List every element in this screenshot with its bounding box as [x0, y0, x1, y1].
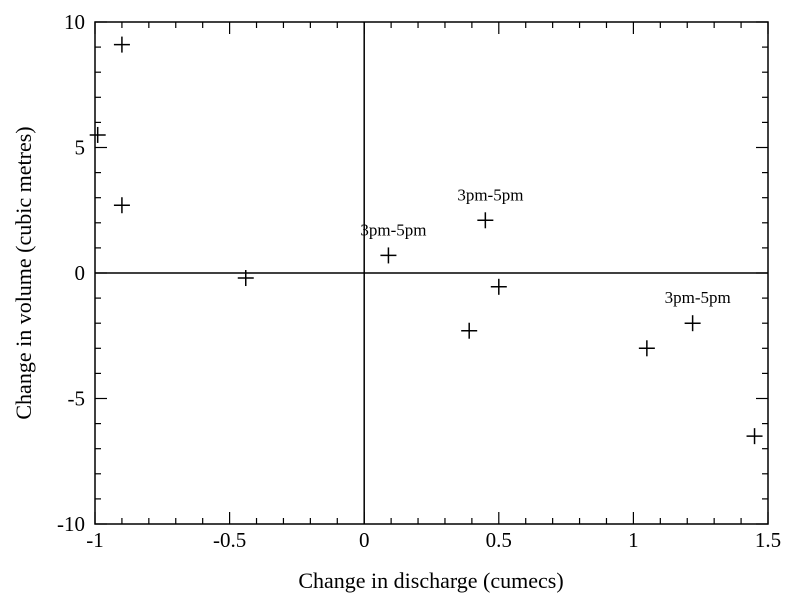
y-tick-label: -5	[68, 387, 86, 411]
x-tick-label: 0.5	[486, 528, 512, 552]
axis-ticks	[94, 21, 769, 525]
data-point	[113, 197, 130, 214]
x-tick-label: 1	[628, 528, 639, 552]
y-tick-label: 0	[75, 261, 86, 285]
y-tick-labels: -10 -5 0 5 10	[57, 10, 85, 536]
y-axis-label: Change in volume (cubic metres)	[11, 126, 36, 419]
y-tick-label: 10	[64, 10, 85, 34]
x-tick-label: 0	[359, 528, 370, 552]
annotations: 3pm-5pm 3pm-5pm 3pm-5pm	[360, 185, 730, 307]
data-point	[89, 126, 106, 143]
reference-lines	[95, 22, 768, 524]
data-point	[380, 247, 397, 264]
data-point	[113, 36, 130, 53]
annotation-label: 3pm-5pm	[360, 220, 426, 239]
data-point	[638, 340, 655, 357]
x-tick-label: 1.5	[755, 528, 781, 552]
data-point	[477, 212, 494, 229]
x-tick-label: -0.5	[213, 528, 246, 552]
y-tick-label: -10	[57, 512, 85, 536]
data-point	[461, 322, 478, 339]
annotation-label: 3pm-5pm	[457, 185, 523, 204]
data-point	[490, 278, 507, 295]
x-tick-label: -1	[86, 528, 104, 552]
data-point	[684, 315, 701, 332]
data-point	[237, 270, 254, 287]
x-axis-label: Change in discharge (cumecs)	[298, 568, 563, 593]
data-point	[746, 428, 763, 445]
data-points	[89, 36, 763, 445]
annotation-label: 3pm-5pm	[665, 288, 731, 307]
y-tick-label: 5	[75, 136, 86, 160]
x-tick-labels: -1 -0.5 0 0.5 1 1.5	[86, 528, 781, 552]
